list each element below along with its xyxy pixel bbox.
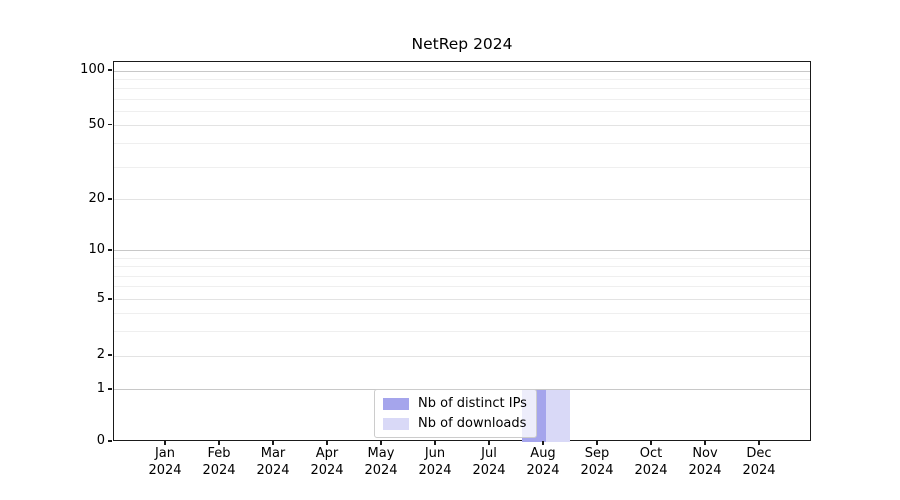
y-axis-tick-label: 10	[88, 241, 105, 257]
legend-item-downloads: Nb of downloads	[383, 416, 527, 431]
x-tick-mark	[218, 441, 220, 445]
chart-title: NetRep 2024	[411, 35, 513, 53]
bar-downloads	[546, 389, 570, 442]
y-axis-tick-label: 20	[88, 190, 105, 206]
gridline-major	[114, 70, 810, 72]
legend-item-distinct-ips: Nb of distinct IPs	[383, 396, 527, 411]
x-tick-mark	[434, 441, 436, 445]
x-axis-tick-label: Feb 2024	[202, 446, 236, 478]
x-tick-mark	[164, 441, 166, 445]
x-tick-mark	[758, 441, 760, 445]
gridline-minor	[114, 275, 810, 277]
x-axis-tick-label: Sep 2024	[580, 446, 614, 478]
gridline-minor	[114, 98, 810, 100]
x-axis-tick-label: Nov 2024	[688, 446, 722, 478]
y-tick-mark	[108, 298, 112, 300]
x-tick-mark	[326, 441, 328, 445]
x-axis-tick-label: Aug 2024	[526, 446, 560, 478]
gridline-minor	[114, 166, 810, 168]
y-tick-mark	[108, 249, 112, 251]
legend-swatch-downloads	[383, 417, 409, 430]
gridline-major	[114, 250, 810, 252]
y-tick-mark	[108, 388, 112, 390]
x-tick-mark	[542, 441, 544, 445]
x-axis-tick-label: Dec 2024	[742, 446, 776, 478]
y-axis-tick-label: 100	[80, 62, 105, 78]
x-axis-tick-label: Jul 2024	[472, 446, 506, 478]
gridline-minor	[114, 78, 810, 80]
y-tick-mark	[108, 198, 112, 200]
gridline-mid	[114, 299, 810, 301]
legend-label-downloads: Nb of downloads	[418, 416, 527, 431]
gridline-minor	[114, 286, 810, 288]
x-axis-tick-label: Jan 2024	[148, 446, 182, 478]
gridline-minor	[114, 330, 810, 332]
legend-swatch-distinct-ips	[383, 397, 409, 410]
gridline-mid	[114, 355, 810, 357]
gridline-minor	[114, 266, 810, 268]
x-tick-mark	[488, 441, 490, 445]
x-tick-mark	[596, 441, 598, 445]
y-axis-tick-label: 1	[96, 380, 105, 396]
y-axis-tick-label: 2	[96, 347, 105, 363]
y-tick-mark	[108, 69, 112, 71]
x-tick-mark	[704, 441, 706, 445]
x-axis-tick-label: Jun 2024	[418, 446, 452, 478]
y-axis-tick-label: 0	[96, 433, 105, 448]
gridline-minor	[114, 257, 810, 259]
x-tick-mark	[272, 441, 274, 445]
y-axis-tick-label: 50	[88, 116, 105, 132]
y-tick-mark	[108, 440, 112, 442]
gridline-mid	[114, 199, 810, 201]
legend: Nb of distinct IPs Nb of downloads	[374, 389, 537, 438]
legend-label-distinct-ips: Nb of distinct IPs	[418, 396, 527, 411]
x-axis-tick-label: May 2024	[364, 446, 398, 478]
y-tick-mark	[108, 124, 112, 126]
x-axis-tick-label: Mar 2024	[256, 446, 290, 478]
x-axis-tick-label: Oct 2024	[634, 446, 668, 478]
plot-area: Nb of distinct IPs Nb of downloads	[113, 61, 811, 442]
y-axis-tick-label: 5	[96, 290, 105, 306]
x-tick-mark	[380, 441, 382, 445]
x-tick-mark	[650, 441, 652, 445]
gridline-minor	[114, 143, 810, 145]
gridline-minor	[114, 313, 810, 315]
gridline-minor	[114, 88, 810, 90]
y-tick-mark	[108, 354, 112, 356]
x-axis-tick-label: Apr 2024	[310, 446, 344, 478]
gridline-minor	[114, 110, 810, 112]
gridline-mid	[114, 125, 810, 127]
